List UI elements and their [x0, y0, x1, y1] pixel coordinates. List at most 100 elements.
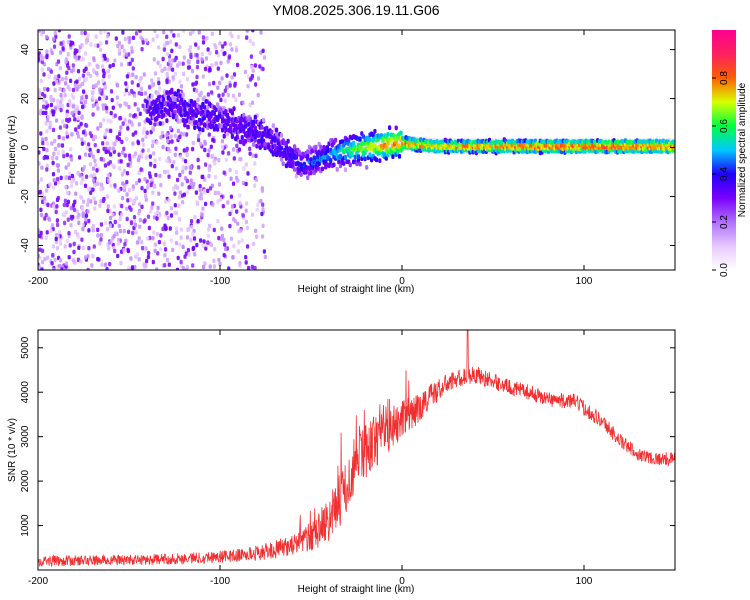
spectrogram-ridge-cell [342, 161, 346, 166]
spectrogram-noise-cell [109, 183, 113, 188]
snr-frame [37, 329, 676, 571]
spectrogram-noise-cell [117, 237, 121, 243]
spectrogram-noise-cell [67, 162, 71, 167]
spectrogram-noise-cell [56, 100, 60, 106]
spectrogram-noise-cell [145, 258, 149, 264]
spectrogram-noise-cell [59, 50, 63, 55]
spectrogram-noise-cell [92, 178, 96, 183]
spectrogram-noise-cell [182, 30, 186, 33]
spectrogram-noise-cell [65, 70, 69, 75]
spectrogram-noise-cell [51, 160, 55, 166]
spectrogram-noise-cell [254, 228, 258, 233]
spectrogram-noise-cell [191, 140, 195, 146]
spectrogram-noise-cell [144, 134, 148, 139]
spectrogram-ridge-cell [286, 138, 290, 144]
spectrogram-noise-cell [128, 156, 132, 162]
spectrogram-noise-cell [84, 77, 88, 82]
spectrogram-noise-cell [57, 30, 61, 33]
spectrogram-noise-cell [158, 156, 162, 161]
spectrogram-noise-cell [42, 86, 47, 92]
spectrogram-noise-cell [177, 203, 181, 208]
spectrogram-noise-cell [181, 266, 185, 270]
spectrogram-noise-cell [102, 71, 106, 76]
spectrogram-noise-cell [60, 143, 65, 148]
spectrogram-noise-cell [191, 82, 195, 87]
spectrogram-noise-cell [51, 127, 56, 133]
spectrogram-noise-cell [108, 146, 112, 151]
spectrogram-noise-cell [141, 142, 145, 147]
spectrogram-noise-cell [138, 111, 142, 116]
spectrogram-noise-cell [232, 72, 237, 77]
spectrogram-ridge-cell [275, 127, 279, 133]
spectrogram-noise-cell [179, 235, 183, 240]
spectrogram-noise-cell [180, 182, 184, 187]
spectrogram-noise-cell [193, 214, 197, 220]
spectrogram-noise-cell [96, 126, 100, 131]
spectrogram-noise-cell [95, 181, 99, 186]
spectrogram-noise-cell [55, 246, 59, 251]
spectrogram-noise-cell [172, 159, 176, 165]
spectrogram-noise-cell [98, 203, 102, 208]
spectrogram-noise-cell [84, 213, 89, 218]
spectrogram-noise-cell [159, 233, 163, 238]
spectrogram-ridge-cell [180, 97, 184, 103]
spectrogram-noise-cell [179, 259, 183, 265]
spectrogram-noise-cell [68, 99, 72, 104]
spectrogram-noise-cell [122, 146, 126, 151]
spectrogram-noise-cell [41, 30, 45, 34]
spectrogram-noise-cell [218, 80, 222, 85]
spectrogram-noise-cell [128, 113, 132, 118]
spectrogram-noise-cell [42, 155, 46, 161]
spectrogram-noise-cell [126, 198, 130, 203]
spectrogram-noise-cell [210, 154, 214, 159]
spectrogram-noise-cell [69, 183, 74, 189]
spectrogram-ridge-cell [293, 144, 297, 150]
spectrogram-noise-cell [188, 165, 192, 170]
spectrogram-noise-cell [201, 206, 205, 211]
spectrogram-noise-cell [151, 236, 155, 241]
spectrogram-noise-cell [184, 159, 188, 164]
spectrogram-noise-cell [98, 96, 102, 101]
spectrogram-noise-cell [102, 117, 106, 123]
spectrogram-noise-cell [171, 67, 175, 72]
spectrogram-noise-cell [141, 130, 145, 135]
spectrogram-noise-cell [139, 167, 143, 172]
spectrogram-noise-cell [99, 47, 103, 53]
spectrogram-noise-cell [142, 72, 146, 77]
spectrogram-noise-cell [184, 267, 188, 270]
spectrogram-noise-cell [55, 155, 59, 161]
spectrogram-ridge-cell [338, 153, 343, 159]
spectrogram-noise-cell [206, 152, 210, 158]
spectrogram-noise-cell [185, 77, 190, 82]
spectrogram-noise-cell [144, 155, 148, 161]
spectrogram-noise-cell [77, 124, 81, 130]
spectrogram-noise-cell [70, 173, 74, 179]
spectrogram-noise-cell [99, 222, 103, 227]
spectrogram-noise-cell [207, 148, 211, 153]
spectrogram-noise-cell [39, 207, 43, 212]
spectrogram-noise-cell [169, 62, 173, 68]
spectrogram-noise-cell [246, 244, 250, 249]
spectrogram-noise-cell [134, 75, 138, 80]
spectrogram-noise-cell [64, 185, 68, 190]
spectrogram-noise-cell [86, 209, 90, 214]
spectrogram-noise-cell [76, 234, 80, 239]
spectrogram-noise-cell [127, 119, 132, 124]
spectrogram-noise-cell [78, 155, 82, 160]
spectrogram-noise-cell [214, 174, 218, 180]
spectrogram-noise-cell [96, 256, 100, 262]
spectrogram-noise-cell [206, 92, 210, 97]
spectrogram-noise-cell [64, 81, 68, 86]
spectrogram-noise-cell [157, 45, 161, 50]
spectrogram-noise-cell [130, 88, 134, 94]
spectrogram-noise-cell [65, 109, 69, 114]
spectrogram-noise-cell [46, 202, 50, 207]
spectrogram-noise-cell [177, 61, 182, 66]
spectrogram-noise-cell [232, 93, 236, 98]
spectrogram-noise-cell [62, 88, 66, 93]
spectrogram-noise-cell [178, 79, 182, 84]
spectrogram-noise-cell [70, 216, 74, 221]
spectrogram-noise-cell [96, 227, 100, 232]
spectrogram-noise-cell [40, 59, 44, 65]
